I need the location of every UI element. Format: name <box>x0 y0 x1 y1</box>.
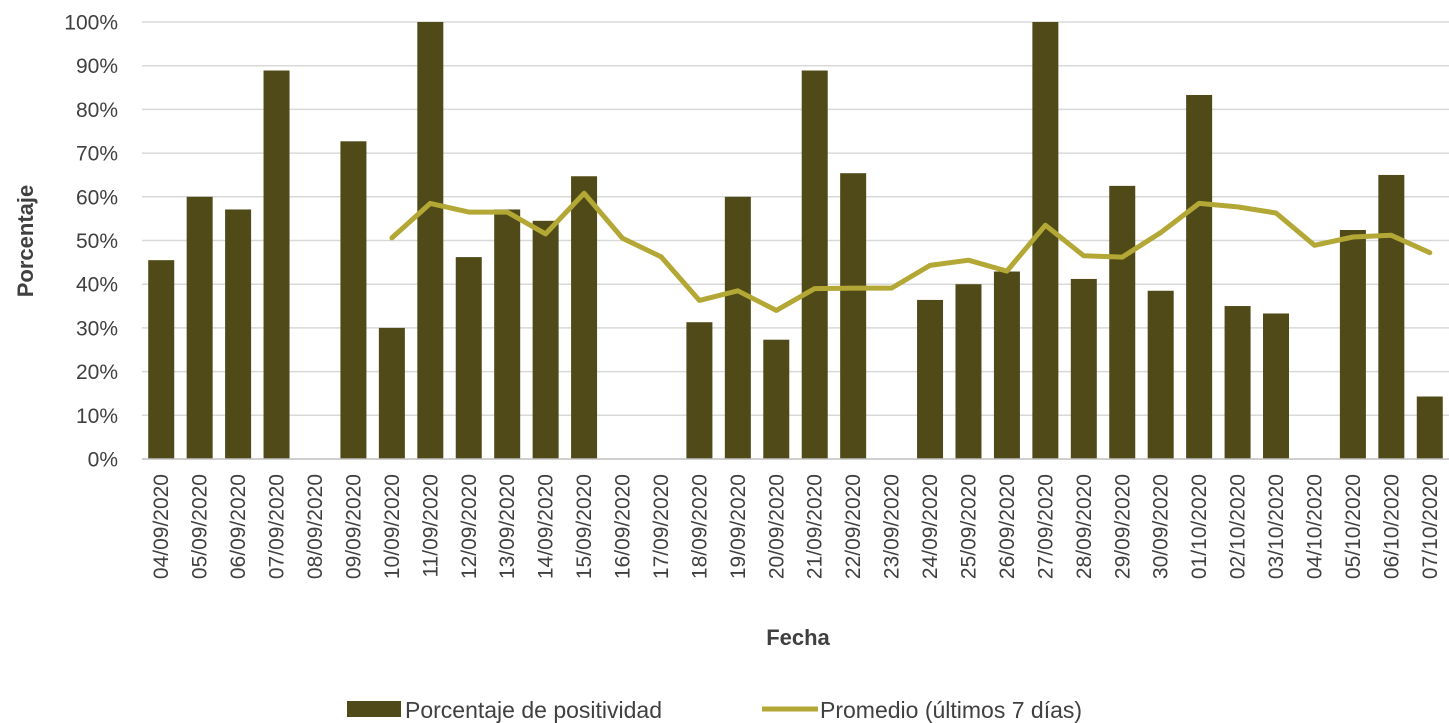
x-tick-label: 08/09/2020 <box>304 474 327 579</box>
y-axis-ticks: 0% 10% 20% 30% 40% 50% 60% 70% 80% 90% 100% <box>64 12 118 472</box>
x-tick-label: 24/09/2020 <box>919 474 942 579</box>
x-tick-label: 20/09/2020 <box>765 474 788 579</box>
bar <box>378 327 405 459</box>
x-tick-label: 07/10/2020 <box>1419 474 1442 579</box>
bar <box>1147 290 1174 459</box>
x-tick-label: 07/09/2020 <box>266 474 289 579</box>
bar <box>455 257 482 459</box>
bar <box>686 322 713 459</box>
bar <box>955 284 982 459</box>
bar <box>1263 313 1290 459</box>
x-tick-label: 22/09/2020 <box>842 474 865 579</box>
y-tick-label: 100% <box>64 12 118 35</box>
x-tick-label: 06/09/2020 <box>227 474 250 579</box>
bar <box>993 271 1020 459</box>
bar <box>225 209 252 459</box>
x-tick-label: 12/09/2020 <box>458 474 481 579</box>
x-tick-label: 14/09/2020 <box>535 474 558 579</box>
bar <box>148 260 175 459</box>
bar-series <box>148 22 1443 460</box>
y-tick-label: 50% <box>76 230 118 253</box>
x-tick-label: 25/09/2020 <box>957 474 980 579</box>
legend-bar-swatch <box>347 701 401 717</box>
y-tick-label: 90% <box>76 55 118 78</box>
x-tick-label: 21/09/2020 <box>804 474 827 579</box>
x-tick-label: 19/09/2020 <box>727 474 750 579</box>
y-tick-label: 20% <box>76 361 118 384</box>
bar <box>1224 306 1251 459</box>
x-tick-label: 29/09/2020 <box>1111 474 1134 579</box>
bar <box>1378 174 1405 459</box>
x-tick-label: 13/09/2020 <box>496 474 519 579</box>
x-tick-label: 30/09/2020 <box>1150 474 1173 579</box>
y-tick-label: 70% <box>76 143 118 166</box>
x-tick-label: 15/09/2020 <box>573 474 596 579</box>
x-tick-label: 02/10/2020 <box>1227 474 1250 579</box>
x-axis-ticks: 04/09/2020 05/09/2020 06/09/2020 07/09/2020… <box>150 474 1442 579</box>
bar <box>494 209 521 459</box>
x-tick-label: 17/09/2020 <box>650 474 673 579</box>
bar <box>724 196 751 460</box>
x-axis-title: Fecha <box>766 625 830 650</box>
x-tick-label: 11/09/2020 <box>419 474 442 578</box>
y-tick-label: 40% <box>76 274 118 297</box>
y-tick-label: 80% <box>76 99 118 122</box>
x-tick-label: 18/09/2020 <box>688 474 711 579</box>
bar <box>417 22 444 459</box>
bar <box>1186 94 1213 459</box>
x-tick-label: 05/09/2020 <box>189 474 212 579</box>
x-tick-label: 04/09/2020 <box>150 474 173 579</box>
x-tick-label: 09/09/2020 <box>342 474 365 579</box>
legend-line-label: Promedio (últimos 7 días) <box>820 697 1082 723</box>
bar <box>186 196 213 460</box>
bar <box>1416 396 1443 459</box>
average-line <box>389 190 1433 313</box>
y-tick-label: 10% <box>76 405 118 428</box>
y-tick-label: 0% <box>88 449 118 472</box>
x-tick-label: 01/10/2020 <box>1188 474 1211 579</box>
x-tick-label: 06/10/2020 <box>1380 474 1403 579</box>
bar <box>1339 230 1366 459</box>
y-axis-title: Porcentaje <box>13 185 38 298</box>
bar <box>571 176 598 460</box>
bar <box>340 141 367 459</box>
bar <box>801 70 828 459</box>
x-tick-label: 04/10/2020 <box>1303 474 1326 579</box>
bar <box>532 220 559 459</box>
bar <box>840 173 867 459</box>
legend-bar-label: Porcentaje de positividad <box>405 697 662 723</box>
legend: Porcentaje de positividad Promedio (últi… <box>347 697 1082 723</box>
bar <box>1032 22 1059 459</box>
y-tick-label: 30% <box>76 317 118 340</box>
x-tick-label: 03/10/2020 <box>1265 474 1288 579</box>
bar <box>263 70 290 459</box>
x-tick-label: 26/09/2020 <box>996 474 1019 579</box>
x-tick-label: 23/09/2020 <box>881 474 904 579</box>
x-tick-label: 10/09/2020 <box>381 474 404 579</box>
x-tick-label: 27/09/2020 <box>1034 474 1057 579</box>
x-tick-label: 16/09/2020 <box>612 474 635 579</box>
x-tick-label: 05/10/2020 <box>1342 474 1365 579</box>
bar <box>1070 278 1097 459</box>
bar <box>1109 185 1136 459</box>
gridlines <box>142 21 1449 417</box>
bar <box>917 299 944 459</box>
x-tick-label: 28/09/2020 <box>1073 474 1096 579</box>
bar <box>763 339 790 459</box>
y-tick-label: 60% <box>76 186 118 209</box>
